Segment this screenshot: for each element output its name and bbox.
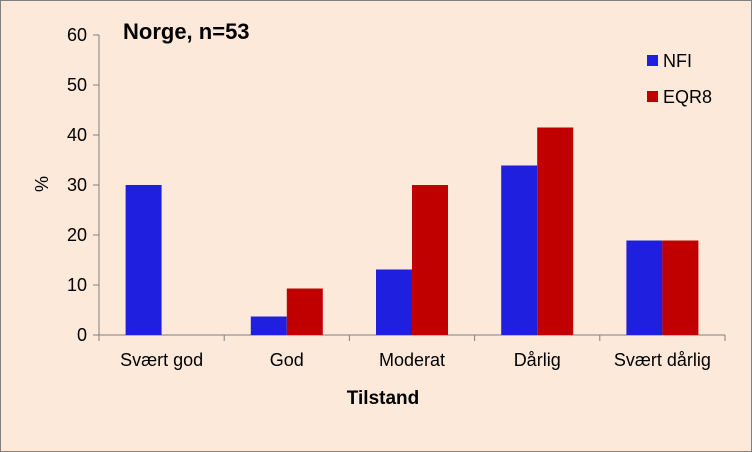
bar-eqr8-3 — [537, 127, 574, 335]
chart-title: Norge, n=53 — [123, 19, 250, 44]
legend-label-nfi: NFI — [663, 51, 692, 71]
x-tick-label: Svært dårlig — [614, 350, 711, 370]
legend: NFI EQR8 — [647, 51, 712, 107]
x-tick-label: Moderat — [379, 350, 445, 370]
y-tick-label: 50 — [67, 75, 87, 95]
bars — [125, 127, 699, 335]
bar-nfi-3 — [501, 165, 538, 335]
legend-label-eqr8: EQR8 — [663, 87, 712, 107]
x-tick-label: God — [270, 350, 304, 370]
bar-eqr8-1 — [286, 288, 323, 335]
y-axis-label: % — [32, 176, 52, 192]
bar-eqr8-2 — [412, 185, 448, 335]
axes: 0 10 20 30 40 50 60 Svært god God Moderat Dårlig Sv… — [67, 25, 726, 370]
y-tick-label: 30 — [67, 175, 87, 195]
bar-nfi-0 — [125, 185, 162, 335]
x-tick-label: Svært god — [120, 350, 203, 370]
y-tick-label: 10 — [67, 275, 87, 295]
y-tick-label: 0 — [77, 325, 87, 345]
x-tick-label: Dårlig — [514, 350, 561, 370]
legend-swatch-nfi — [647, 55, 658, 66]
y-tick-label: 60 — [67, 25, 87, 45]
legend-swatch-eqr8 — [647, 91, 658, 102]
bar-nfi-1 — [250, 316, 287, 335]
y-tick-label: 20 — [67, 225, 87, 245]
bar-eqr8-4 — [662, 240, 699, 335]
bar-nfi-4 — [626, 240, 663, 335]
y-tick-label: 40 — [67, 125, 87, 145]
bar-nfi-2 — [376, 269, 412, 335]
labels: Norge, n=53 Tilstand % — [32, 19, 419, 409]
x-axis-label: Tilstand — [347, 388, 420, 409]
